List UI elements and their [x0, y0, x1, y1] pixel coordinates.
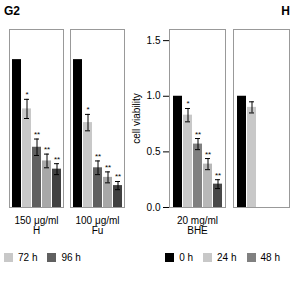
svg-text:**: ** [215, 171, 221, 180]
svg-text:**: ** [205, 150, 211, 159]
svg-text:**: ** [105, 163, 111, 172]
svg-text:**: ** [34, 130, 40, 139]
svg-text:20 mg/mlBHE: 20 mg/mlBHE [177, 215, 218, 236]
svg-text:**: ** [115, 172, 121, 181]
svg-text:1.0: 1.0 [147, 90, 161, 101]
html-text:G2: G2 [4, 4, 20, 18]
svg-text:**: ** [95, 152, 101, 161]
svg-text:*: * [25, 90, 28, 99]
svg-text:1.5: 1.5 [147, 35, 161, 46]
svg-text:0.0: 0.0 [147, 202, 161, 213]
svg-text:150 μg/mlH: 150 μg/mlH [14, 215, 58, 236]
svg-text:**: ** [44, 145, 50, 154]
svg-text:100 μg/mlFu: 100 μg/mlFu [75, 215, 119, 236]
svg-text:*: * [186, 99, 189, 108]
html-text:0 h: 0 h [179, 252, 194, 263]
html-text:24 h: 24 h [217, 252, 237, 263]
html-text:96 h: 96 h [61, 252, 81, 263]
html-text:48 h: 48 h [260, 252, 280, 263]
svg-text:**: ** [54, 155, 60, 164]
html-text:72 h: 72 h [18, 252, 38, 263]
svg-text:cell viability: cell viability [131, 93, 142, 144]
svg-text:**: ** [195, 130, 201, 139]
svg-text:0.5: 0.5 [147, 146, 161, 157]
svg-text:*: * [86, 105, 89, 114]
html-text:H: H [281, 4, 290, 18]
